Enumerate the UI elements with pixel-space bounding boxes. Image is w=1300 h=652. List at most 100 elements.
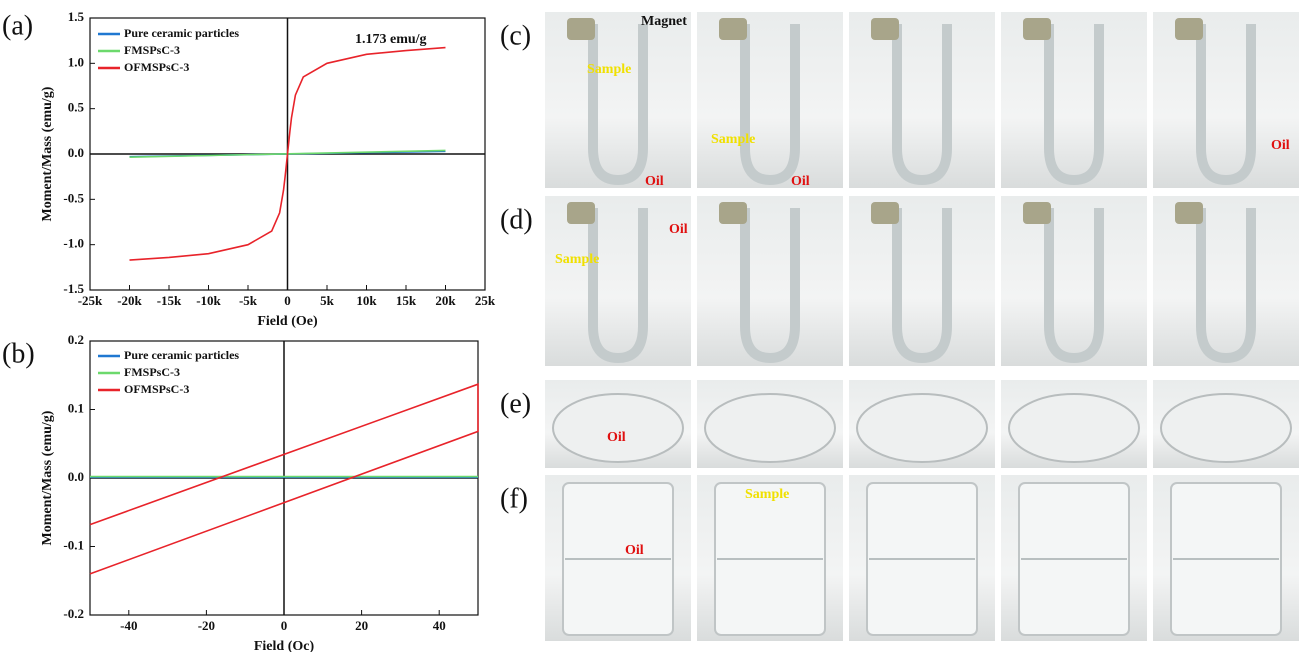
photo bbox=[1153, 475, 1299, 641]
petri-dish bbox=[552, 393, 684, 463]
legend-label: OFMSPsC-3 bbox=[124, 60, 189, 74]
photo-note: Oil bbox=[791, 174, 810, 189]
x-tick-label: 10k bbox=[356, 293, 377, 308]
legend-label: FMSPsC-3 bbox=[124, 365, 180, 379]
photo-bg bbox=[545, 12, 691, 188]
photo bbox=[1001, 196, 1147, 366]
x-tick-label: -25k bbox=[78, 293, 103, 308]
magnet-holder bbox=[1175, 18, 1203, 40]
magnet-holder bbox=[719, 18, 747, 40]
x-tick-label: 15k bbox=[396, 293, 417, 308]
magnet-holder bbox=[1175, 202, 1203, 224]
photo-bg bbox=[697, 12, 843, 188]
photo-bg bbox=[697, 196, 843, 366]
legend-label: FMSPsC-3 bbox=[124, 43, 180, 57]
photo: Oil bbox=[1153, 12, 1299, 188]
petri-dish bbox=[704, 393, 836, 463]
petri-dish bbox=[1008, 393, 1140, 463]
photo-note: Magnet bbox=[641, 14, 687, 29]
photo: Oil bbox=[545, 380, 691, 468]
photo-bg bbox=[545, 196, 691, 366]
x-tick-label: -20 bbox=[198, 618, 215, 633]
u-tube bbox=[892, 24, 952, 186]
y-axis-label: Moment/Mass (emu/g) bbox=[40, 86, 55, 221]
u-tube bbox=[740, 24, 800, 186]
u-tube bbox=[1044, 24, 1104, 186]
magnet-holder bbox=[871, 202, 899, 224]
photo: Sample Oil bbox=[697, 12, 843, 189]
magnet-holder bbox=[567, 202, 595, 224]
photo-bg bbox=[849, 196, 995, 366]
panel-label: (a) bbox=[2, 10, 33, 41]
photo bbox=[849, 12, 995, 188]
u-tube bbox=[892, 208, 952, 364]
series-line bbox=[89, 383, 479, 575]
petri-dish bbox=[856, 393, 988, 463]
x-tick-label: -20k bbox=[117, 293, 142, 308]
photo bbox=[849, 196, 995, 366]
panel-label: (c) bbox=[500, 20, 531, 51]
x-tick-label: -40 bbox=[120, 618, 137, 633]
magnet-holder bbox=[1023, 18, 1051, 40]
panel-label: (e) bbox=[500, 388, 531, 419]
panel-label: (b) bbox=[2, 338, 35, 369]
photo-note: Oil bbox=[1271, 138, 1290, 153]
photo: Magnet Sample Oil bbox=[545, 12, 691, 189]
photo-bg bbox=[1153, 196, 1299, 366]
x-tick-label: 40 bbox=[433, 618, 446, 633]
y-tick-label: 0.1 bbox=[68, 400, 84, 415]
u-tube bbox=[1196, 24, 1256, 186]
magnet-holder bbox=[1023, 202, 1051, 224]
u-tube bbox=[1196, 208, 1256, 364]
photo bbox=[849, 475, 995, 641]
y-tick-label: -0.5 bbox=[63, 190, 84, 205]
photo bbox=[1001, 380, 1147, 468]
u-tube bbox=[588, 208, 648, 364]
y-tick-label: 0.0 bbox=[68, 469, 84, 484]
annotation: 1.173 emu/g bbox=[355, 32, 427, 47]
y-tick-label: 0.2 bbox=[68, 332, 84, 347]
photo-note: Oil bbox=[669, 222, 688, 237]
y-axis-label: Moment/Mass (emu/g) bbox=[40, 410, 55, 545]
photo-bg bbox=[1001, 196, 1147, 366]
photo bbox=[1153, 196, 1299, 366]
x-tick-label: 0 bbox=[281, 618, 288, 633]
x-tick-label: 5k bbox=[320, 293, 335, 308]
photo-note: Sample bbox=[711, 132, 755, 147]
x-tick-label: -10k bbox=[196, 293, 221, 308]
x-tick-label: 20 bbox=[355, 618, 368, 633]
panel-label: (f) bbox=[500, 483, 528, 514]
legend-label: OFMSPsC-3 bbox=[124, 382, 189, 396]
photo: Sample bbox=[697, 475, 843, 641]
x-tick-label: 25k bbox=[475, 293, 496, 308]
photo bbox=[697, 380, 843, 468]
photo bbox=[849, 380, 995, 468]
photo bbox=[1153, 380, 1299, 468]
x-tick-label: 0 bbox=[284, 293, 291, 308]
magnet-holder bbox=[567, 18, 595, 40]
x-axis-label: Field (Oe) bbox=[257, 314, 318, 329]
photo: Sample Oil bbox=[545, 196, 691, 366]
y-tick-label: 1.5 bbox=[68, 9, 85, 24]
u-tube bbox=[1044, 208, 1104, 364]
magnet-holder bbox=[871, 18, 899, 40]
photo-note: Sample bbox=[587, 62, 631, 77]
photo: Oil bbox=[545, 475, 691, 641]
photo-bg bbox=[1153, 12, 1299, 188]
photo-note: Oil bbox=[645, 174, 664, 189]
x-tick-label: -15k bbox=[157, 293, 182, 308]
y-tick-label: 0.0 bbox=[68, 145, 84, 160]
y-tick-label: 1.0 bbox=[68, 54, 84, 69]
photo-bg bbox=[1001, 12, 1147, 188]
y-tick-label: 0.5 bbox=[68, 100, 85, 115]
photo bbox=[1001, 12, 1147, 188]
series-line bbox=[129, 46, 446, 261]
y-tick-label: -0.1 bbox=[63, 537, 84, 552]
magnet-holder bbox=[719, 202, 747, 224]
y-tick-label: -1.5 bbox=[63, 281, 84, 296]
x-tick-label: 20k bbox=[435, 293, 456, 308]
legend-label: Pure ceramic particles bbox=[124, 348, 239, 362]
photo-note: Oil bbox=[625, 543, 644, 558]
u-tube bbox=[588, 24, 648, 186]
